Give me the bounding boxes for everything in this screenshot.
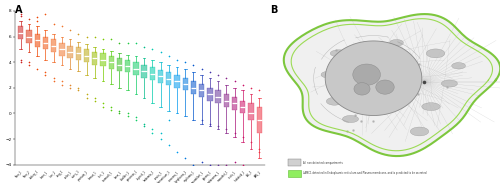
Bar [158, 70, 163, 83]
Bar [174, 75, 180, 88]
Polygon shape [284, 14, 500, 156]
Bar [117, 58, 122, 71]
Bar [150, 67, 155, 80]
Text: B: B [270, 5, 278, 16]
Bar [51, 39, 57, 52]
Polygon shape [321, 72, 334, 78]
Bar [256, 107, 262, 133]
Bar [232, 97, 237, 110]
Bar [76, 47, 81, 60]
Polygon shape [354, 83, 370, 95]
Polygon shape [326, 97, 342, 105]
Polygon shape [353, 64, 380, 85]
Bar [207, 88, 212, 101]
Polygon shape [390, 40, 404, 46]
Bar [92, 52, 98, 65]
Bar [166, 72, 172, 85]
Bar [182, 78, 188, 90]
Bar [108, 56, 114, 69]
Polygon shape [422, 103, 440, 111]
Bar [133, 62, 138, 75]
Polygon shape [410, 127, 428, 136]
Polygon shape [452, 63, 466, 69]
Polygon shape [442, 80, 458, 87]
Text: A: A [15, 5, 22, 16]
Polygon shape [376, 80, 394, 94]
Text: LAMC1 detected in Endoplasmic reticulum and Plasma membrane, and is predicted to: LAMC1 detected in Endoplasmic reticulum … [304, 171, 427, 175]
Bar [248, 103, 254, 120]
Polygon shape [330, 50, 347, 57]
Bar [84, 49, 89, 62]
Bar [224, 94, 229, 107]
Bar [142, 65, 147, 78]
Polygon shape [342, 115, 358, 123]
Bar [68, 46, 73, 58]
Text: All non detected compartments: All non detected compartments [304, 160, 343, 165]
Bar [43, 37, 48, 49]
Bar [288, 170, 301, 177]
Bar [34, 34, 40, 47]
Bar [288, 159, 301, 166]
Bar [125, 60, 130, 72]
Bar [191, 81, 196, 94]
Polygon shape [426, 49, 445, 58]
Bar [26, 30, 32, 43]
Bar [100, 53, 105, 66]
Bar [18, 26, 24, 39]
Polygon shape [325, 41, 422, 115]
Bar [240, 101, 246, 113]
Bar [199, 84, 204, 97]
Bar [59, 43, 64, 56]
Bar [216, 90, 221, 103]
